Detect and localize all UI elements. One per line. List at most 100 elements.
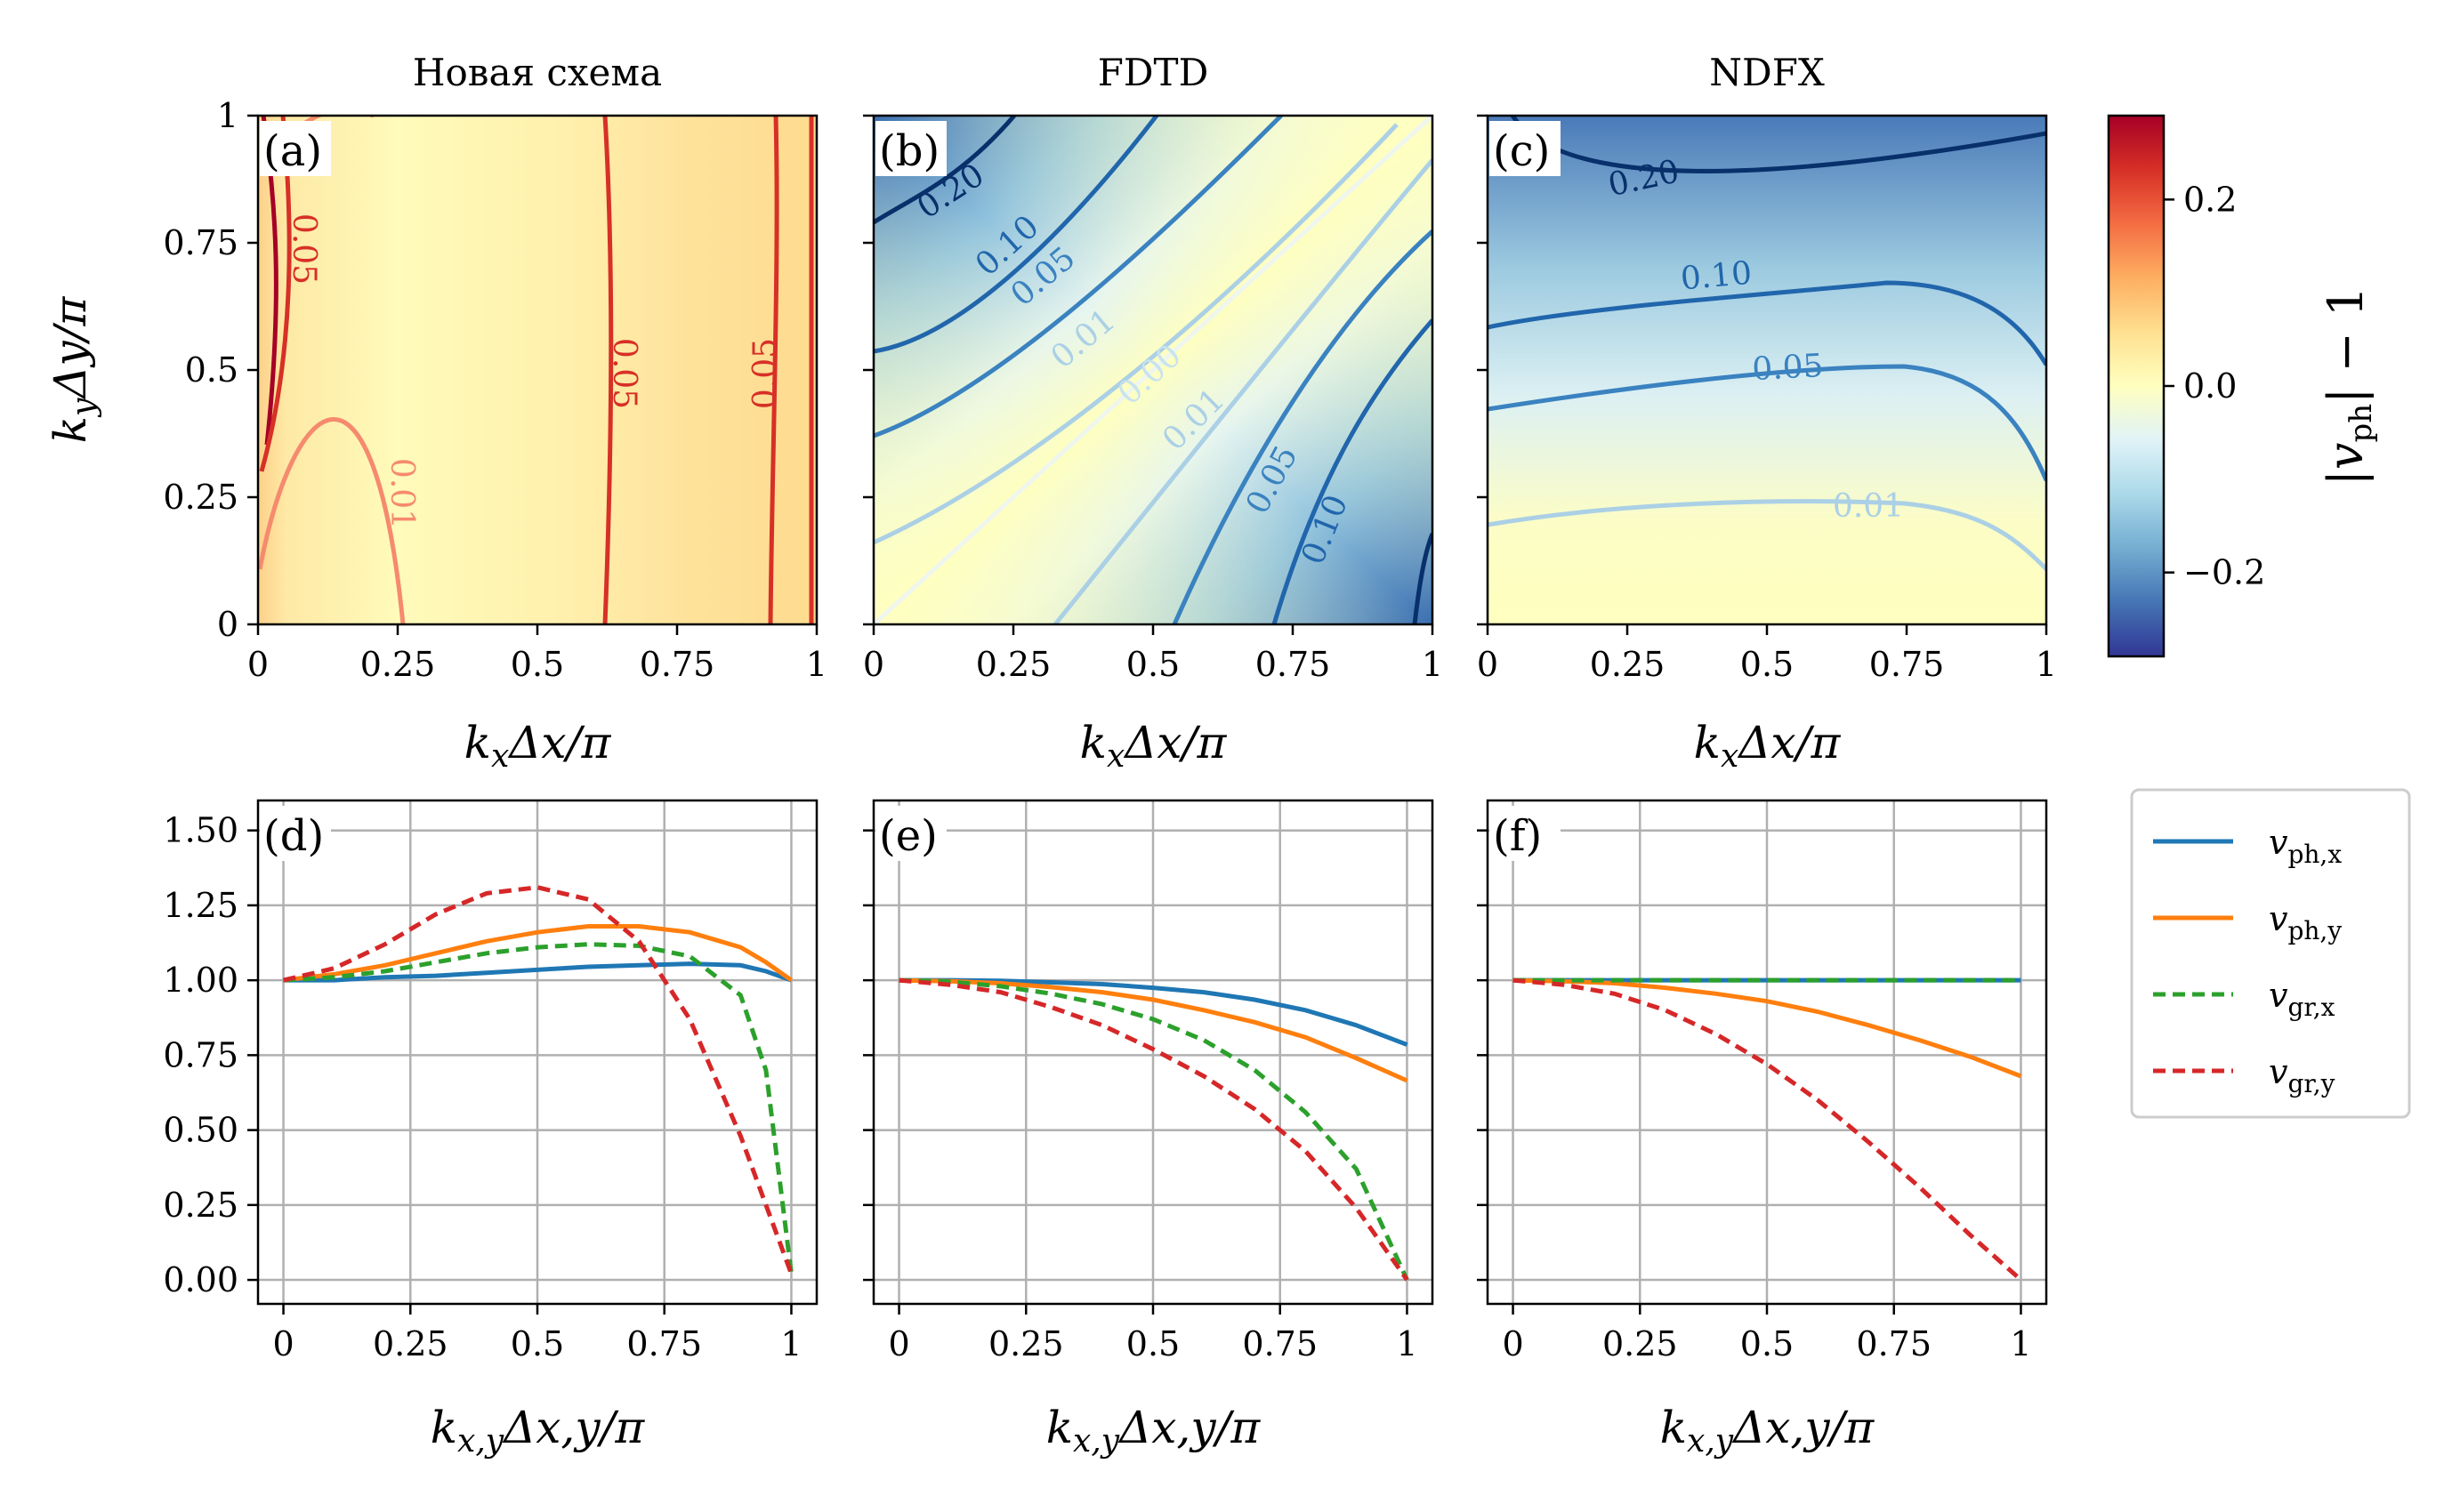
x-tick-label: 0.5 <box>1126 645 1180 684</box>
plots-layer <box>258 800 2046 1304</box>
title-c: NDFX <box>1709 51 1825 94</box>
contour-labels-a: 0.05 0.05 0.05 0.01 <box>286 213 784 529</box>
x-tick-label: 0.5 <box>511 1324 564 1363</box>
heatmap-c-background <box>1488 116 2046 624</box>
x-tick-label: 0 <box>1477 645 1498 684</box>
x-tick-label: 1 <box>2010 1324 2031 1363</box>
legend: vph,x vph,y vgr,x vgr,y <box>2130 788 2411 1119</box>
legend-label: vph,y <box>2269 899 2342 945</box>
panel-a: 0.05 0.05 0.05 0.01 <box>258 116 817 624</box>
x-tick-label: 0.5 <box>1126 1324 1180 1363</box>
y-tick-label: 1.50 <box>163 811 238 850</box>
x-tick-label: 0.25 <box>988 1324 1064 1363</box>
legend-label: vph,x <box>2269 823 2342 869</box>
legend-label: vgr,y <box>2269 1052 2335 1098</box>
heatmap-a-background <box>258 116 817 624</box>
panel-label-c: (c) <box>1493 126 1550 176</box>
y-tick-label: 0.75 <box>163 1035 238 1074</box>
y-tick-label: 0.75 <box>163 223 238 262</box>
series-line-v-gr-y <box>282 885 794 1275</box>
y-tick-label: 1.00 <box>163 961 238 1000</box>
contour-b-001-upper <box>874 123 1399 545</box>
x-tick-label: 0 <box>863 645 884 684</box>
panel-label-box-f <box>1489 806 1561 861</box>
contour-label: 0.01 <box>383 458 420 529</box>
x-tick-label: 0.25 <box>1590 645 1666 684</box>
x-tick-label: 0.75 <box>1869 645 1945 684</box>
contour-label: 0.01 <box>1833 488 1904 525</box>
legend-entries: vph,x vph,y vgr,x vgr,y <box>2153 823 2342 1098</box>
contour-a-right-red <box>768 116 779 624</box>
contour-b-010-lower <box>1271 318 1432 624</box>
panel-label-box-d <box>260 806 331 861</box>
x-tick-label: 0 <box>247 645 269 684</box>
y-tick-label: 1.25 <box>163 886 238 925</box>
panel-label-a: (a) <box>263 126 322 176</box>
x-tick-label: 0.25 <box>373 1324 448 1363</box>
x-tick-label: 0 <box>1502 1324 1523 1363</box>
colorbar: 0.2 0.0 −0.2 |vph| − 1 <box>2107 114 2379 658</box>
x-tick-label: 0.5 <box>1740 645 1794 684</box>
panel-label-f: (f) <box>1493 811 1542 861</box>
contour-a-top-light <box>301 116 374 127</box>
panel-c: 0.20 0.10 0.05 0.01 <box>1488 116 2046 624</box>
x-tick-label: 0.25 <box>976 645 1052 684</box>
series-line-v-gr-x <box>283 942 794 1275</box>
x-tick-label: 0 <box>272 1324 294 1363</box>
x-tick-label: 0.5 <box>511 645 564 684</box>
panel-label-box-e <box>875 806 947 861</box>
contour-c-010 <box>1488 280 2046 366</box>
x-tick-label: 0 <box>888 1324 909 1363</box>
contours-b <box>874 116 1432 624</box>
x-tick-label: 0.75 <box>626 1324 702 1363</box>
y-axis-label-a: kyΔy/π <box>44 296 102 444</box>
legend-frame <box>2130 788 2411 1119</box>
x-tick-label: 1 <box>1396 1324 1417 1363</box>
panel-label-box-c <box>1489 121 1561 176</box>
panel-label-box-a <box>260 121 331 176</box>
panel-label-d: (d) <box>263 811 324 861</box>
x-tick-label: 0.75 <box>640 645 715 684</box>
contour-b-005-lower <box>1172 229 1432 624</box>
y-tick-label: 0 <box>217 605 238 644</box>
y-tick-label: 0.5 <box>185 350 238 390</box>
panel-b: 0.20 0.10 0.05 0.01 0.00 0.01 0.05 0.10 <box>874 116 1432 624</box>
x-axis-label-c: kxΔx/π <box>1694 717 1842 775</box>
series-line-v-ph-y <box>283 924 793 983</box>
contour-labels-c: 0.20 0.10 0.05 0.01 <box>1605 153 1904 525</box>
x-tick-label: 1 <box>806 645 827 684</box>
legend-label: vgr,x <box>2269 976 2335 1022</box>
contour-b-010-upper <box>874 116 1158 354</box>
x-tick-label: 0.75 <box>1255 645 1331 684</box>
contour-label: 0.05 <box>286 213 322 285</box>
panel-label-e: (e) <box>879 811 938 861</box>
x-tick-label: 0.25 <box>1602 1324 1678 1363</box>
colorbar-tick-label: −0.2 <box>2183 553 2265 592</box>
x-axis-label-a: kxΔx/π <box>464 717 612 775</box>
contour-label: 0.10 <box>1679 255 1753 298</box>
contour-label: 0.05 <box>747 338 784 409</box>
title-a: Новая схема <box>413 51 662 94</box>
x-axis-label-e: kx,yΔx,y/π <box>1046 1402 1262 1460</box>
y-tick-label: 0.50 <box>163 1111 238 1150</box>
plot-f <box>1488 800 2046 1304</box>
y-tick-label: 0.25 <box>163 478 238 517</box>
x-tick-label: 1 <box>780 1324 802 1363</box>
x-tick-label: 0.75 <box>1242 1324 1318 1363</box>
colorbar-tick-label: 0.2 <box>2183 180 2237 219</box>
colorbar-label: |vph| − 1 <box>2318 286 2379 487</box>
series-line-v-gr-y <box>1512 977 2023 1282</box>
panel-label-b: (b) <box>879 126 940 176</box>
title-b: FDTD <box>1098 51 1209 94</box>
x-tick-label: 1 <box>2036 645 2057 684</box>
x-axis-label-f: kx,yΔx,y/π <box>1660 1402 1875 1460</box>
x-axis-label-d: kx,yΔx,y/π <box>431 1402 646 1460</box>
colorbar-tick-label: 0.0 <box>2183 366 2237 406</box>
heatmap-panel-labels: (a) (b) (c) <box>260 121 1561 176</box>
series-line-v-ph-y <box>1512 977 2022 1079</box>
contour-b-005-upper <box>874 116 1283 438</box>
plot-e <box>874 800 1432 1304</box>
y-tick-label: 0.00 <box>163 1260 238 1299</box>
